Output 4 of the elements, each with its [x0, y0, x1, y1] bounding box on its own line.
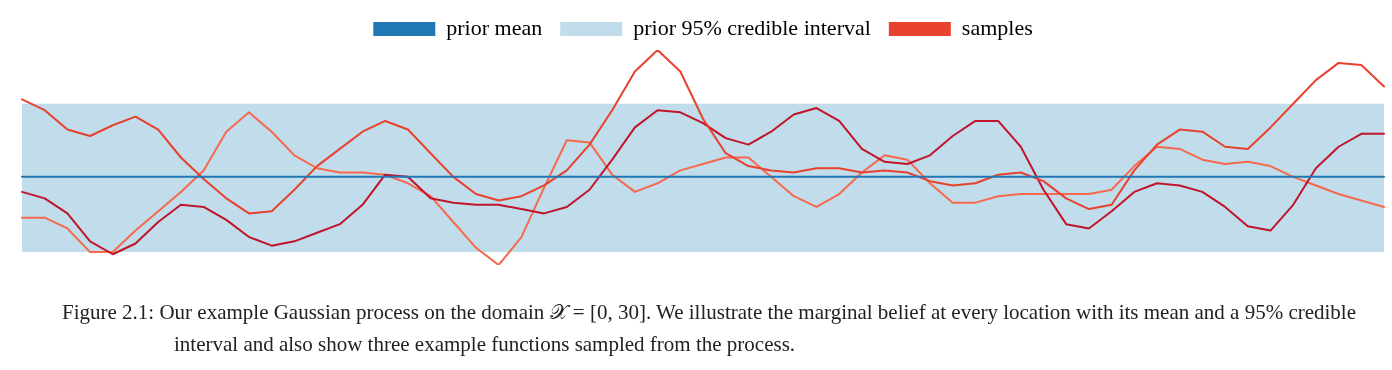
caption: Figure 2.1: Our example Gaussian process on the domain 𝒳 = [0, 30]. We illustrate the marginal belief at every location with its mean and a 95% credible interval and also show three example functions sampled from the process. [62, 299, 1358, 358]
legend-label: prior 95% credible interval [633, 14, 871, 40]
legend-label: samples [961, 14, 1033, 40]
legend-label: prior mean [446, 14, 543, 40]
